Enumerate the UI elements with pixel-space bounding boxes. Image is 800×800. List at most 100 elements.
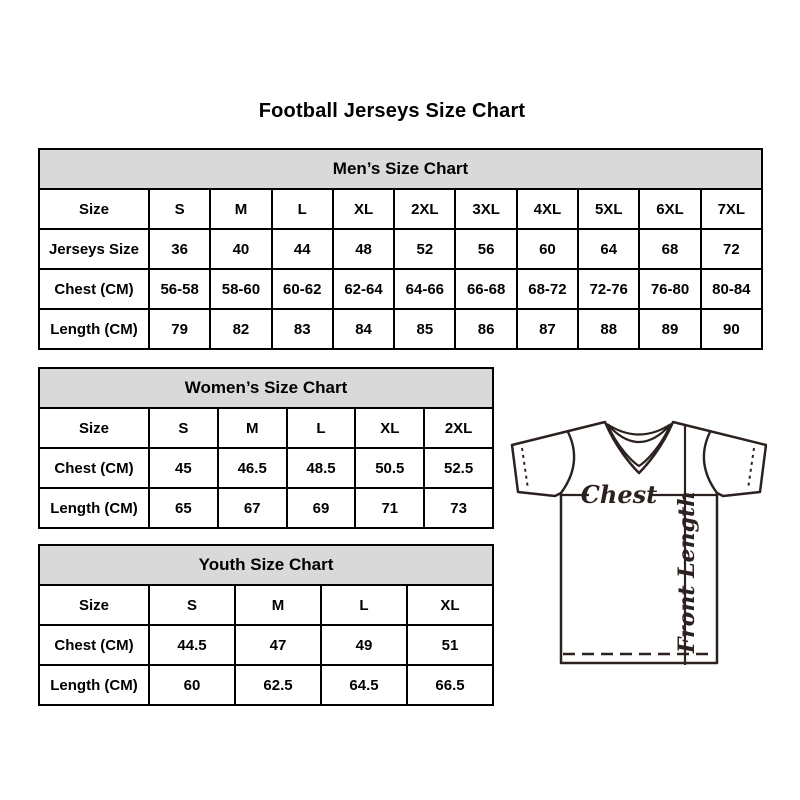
table-row: Chest (CM) 56-58 58-60 60-62 62-64 64-66 66-68… xyxy=(38,268,764,310)
table-title: Men’s Size Chart xyxy=(38,148,763,190)
row-label-cell: Jerseys Size xyxy=(38,228,150,270)
value-cell: 52.5 xyxy=(423,447,494,489)
value-cell: 72-76 xyxy=(577,268,641,310)
value-cell: 4XL xyxy=(515,188,580,230)
value-cell: 87 xyxy=(515,308,580,350)
value-cell: 48 xyxy=(331,228,396,270)
value-cell: 86 xyxy=(454,308,518,350)
collar-back-neck-line xyxy=(606,423,672,436)
value-cell: 52 xyxy=(393,228,457,270)
value-cell: 49 xyxy=(320,624,408,666)
value-cell: 7XL xyxy=(699,188,764,230)
value-cell: 68-72 xyxy=(515,268,580,310)
value-cell: 40 xyxy=(209,228,273,270)
value-cell: 64-66 xyxy=(393,268,457,310)
value-cell: 82 xyxy=(209,308,273,350)
table-row: Length (CM) 65 67 69 71 73 xyxy=(38,487,494,529)
row-label-cell: Chest (CM) xyxy=(38,447,150,489)
value-cell: M xyxy=(209,188,273,230)
value-cell: 79 xyxy=(147,308,212,350)
value-cell: 58-60 xyxy=(209,268,273,310)
value-cell: L xyxy=(270,188,334,230)
value-cell: 51 xyxy=(406,624,494,666)
value-cell: S xyxy=(148,584,236,626)
value-cell: 56-58 xyxy=(147,268,212,310)
value-cell: 67 xyxy=(216,487,288,529)
row-label-cell: Length (CM) xyxy=(38,308,150,350)
value-cell: 71 xyxy=(354,487,426,529)
value-cell: 56 xyxy=(454,228,518,270)
value-cell: M xyxy=(234,584,322,626)
value-cell: 6XL xyxy=(638,188,702,230)
value-cell: 2XL xyxy=(423,407,494,449)
value-cell: 45 xyxy=(148,447,219,489)
value-cell: 88 xyxy=(577,308,641,350)
table-title: Women’s Size Chart xyxy=(38,367,494,409)
value-cell: 64 xyxy=(577,228,641,270)
value-cell: 62-64 xyxy=(331,268,396,310)
front-length-label: Front Length xyxy=(674,491,700,654)
right-sleeve-seam-line xyxy=(702,431,718,494)
row-label-cell: Size xyxy=(38,407,150,449)
value-cell: 89 xyxy=(638,308,702,350)
table-row: Jerseys Size 36 40 44 48 52 56 60 64 68 72 xyxy=(38,228,764,270)
value-cell: 68 xyxy=(638,228,702,270)
value-cell: 44 xyxy=(270,228,334,270)
value-cell: 50.5 xyxy=(354,447,426,489)
value-cell: XL xyxy=(354,407,426,449)
value-cell: 3XL xyxy=(454,188,518,230)
value-cell: 44.5 xyxy=(148,624,236,666)
table-row: Size S M L XL xyxy=(38,584,494,626)
value-cell: 85 xyxy=(393,308,457,350)
row-label-cell: Length (CM) xyxy=(38,664,150,706)
row-label-cell: Chest (CM) xyxy=(38,624,150,666)
value-cell: L xyxy=(285,407,357,449)
row-label-cell: Length (CM) xyxy=(38,487,150,529)
row-label-cell: Chest (CM) xyxy=(38,268,150,310)
table-row: Length (CM) 79 82 83 84 85 86 87 88 89 90 xyxy=(38,308,764,350)
value-cell: XL xyxy=(406,584,494,626)
value-cell: 64.5 xyxy=(320,664,408,706)
collar-inner-v-line xyxy=(605,423,673,468)
value-cell: 46.5 xyxy=(216,447,288,489)
value-cell: 80-84 xyxy=(699,268,764,310)
value-cell: 76-80 xyxy=(638,268,702,310)
value-cell: 2XL xyxy=(393,188,457,230)
value-cell: S xyxy=(147,188,212,230)
value-cell: S xyxy=(148,407,219,449)
table-row: Size S M L XL 2XL 3XL 4XL 5XL 6XL 7XL xyxy=(38,188,764,230)
chest-label: Chest xyxy=(581,480,657,509)
value-cell: 62.5 xyxy=(234,664,322,706)
value-cell: 60 xyxy=(148,664,236,706)
value-cell: L xyxy=(320,584,408,626)
jersey-outline-shape xyxy=(510,420,767,665)
table-row: Chest (CM) 45 46.5 48.5 50.5 52.5 xyxy=(38,447,494,489)
value-cell: 83 xyxy=(270,308,334,350)
left-sleeve-seam-line xyxy=(560,431,576,494)
table-row: Length (CM) 60 62.5 64.5 66.5 xyxy=(38,664,494,706)
table-row: Size S M L XL 2XL xyxy=(38,407,494,449)
value-cell: 84 xyxy=(331,308,396,350)
value-cell: 65 xyxy=(148,487,219,529)
mens-size-table: Men’s Size Chart Size S M L XL 2XL 3XL 4XL 5XL 6XL… xyxy=(38,148,764,350)
value-cell: 36 xyxy=(147,228,212,270)
value-cell: XL xyxy=(331,188,396,230)
value-cell: 5XL xyxy=(577,188,641,230)
womens-size-table: Women’s Size Chart Size S M L XL 2XL Chest (CM)… xyxy=(38,367,494,529)
value-cell: 73 xyxy=(423,487,494,529)
value-cell: M xyxy=(216,407,288,449)
value-cell: 66-68 xyxy=(454,268,518,310)
value-cell: 69 xyxy=(285,487,357,529)
value-cell: 60-62 xyxy=(270,268,334,310)
jersey-diagram: Chest Front Length xyxy=(510,420,767,665)
value-cell: 90 xyxy=(699,308,764,350)
row-label-cell: Size xyxy=(38,188,150,230)
collar-middle-line xyxy=(607,424,671,444)
table-title: Youth Size Chart xyxy=(38,544,494,586)
table-row: Chest (CM) 44.5 47 49 51 xyxy=(38,624,494,666)
value-cell: 60 xyxy=(515,228,580,270)
page-title: Football Jerseys Size Chart xyxy=(258,100,526,122)
value-cell: 72 xyxy=(699,228,764,270)
row-label-cell: Size xyxy=(38,584,150,626)
value-cell: 48.5 xyxy=(285,447,357,489)
